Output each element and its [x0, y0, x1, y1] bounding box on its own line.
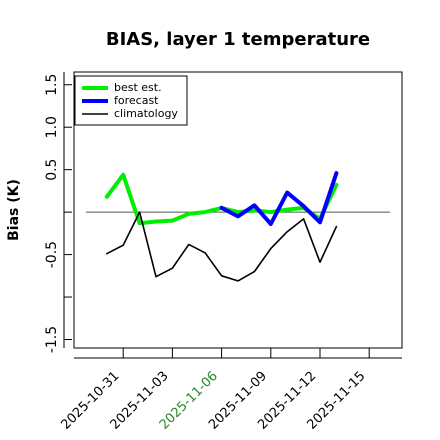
y-tick-label: -0.5	[44, 241, 60, 268]
y-tick-label: 1.0	[44, 116, 60, 138]
y-axis: -1.5 -0.5 0.5 1.0 1.5	[44, 72, 72, 353]
y-axis-label: Bias (K)	[6, 179, 22, 241]
legend-label: best est.	[114, 81, 162, 94]
series-line-climatology	[106, 211, 338, 282]
legend-label: forecast	[114, 94, 159, 107]
series-group	[104, 171, 339, 282]
chart-title: BIAS, layer 1 temperature	[106, 29, 370, 50]
y-tick-label: 1.5	[44, 74, 60, 96]
series-line-forecast	[219, 171, 339, 226]
y-tick-label: 0.5	[44, 159, 60, 181]
plot-frame	[73, 71, 403, 349]
y-tick-label: -1.5	[44, 326, 60, 353]
legend-label: climatology	[114, 107, 178, 120]
